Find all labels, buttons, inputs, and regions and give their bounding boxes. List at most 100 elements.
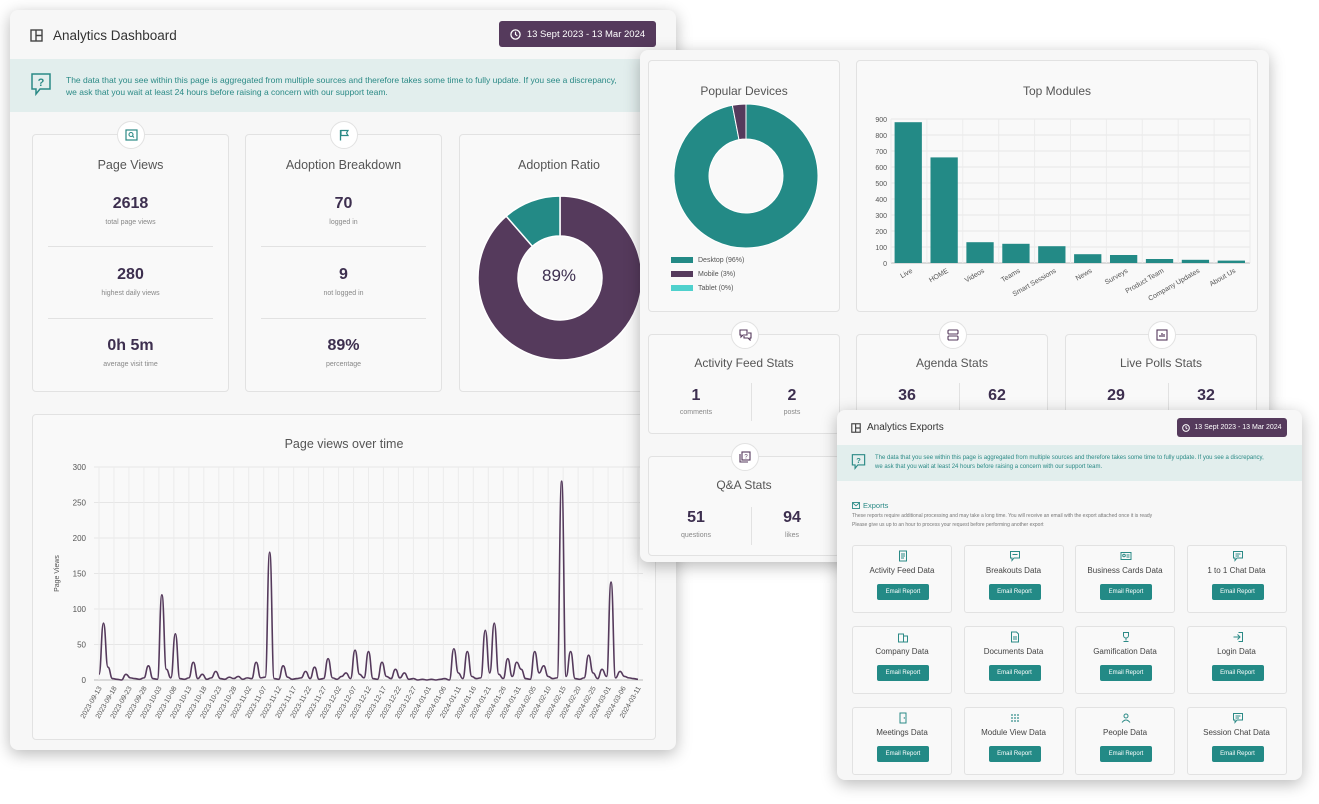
- card-title: Page Views: [97, 158, 164, 172]
- y-tick-label: 200: [875, 229, 887, 236]
- svg-text:?: ?: [38, 77, 45, 89]
- legend-item-desktop: Desktop (96%): [671, 253, 744, 267]
- email-report-button[interactable]: Email Report: [988, 584, 1041, 600]
- export-card-business-cards-data: Business Cards Data Email Report: [1075, 545, 1175, 613]
- card-title: Adoption Breakdown: [285, 158, 402, 172]
- devices-legend: Desktop (96%) Mobile (3%) Tablet (0%): [671, 253, 744, 295]
- exports-section-title: Exports: [863, 501, 889, 510]
- x-tick-label: Live: [899, 268, 914, 281]
- poll-chart-icon: [1156, 329, 1168, 341]
- adoption-ratio-donut: [477, 195, 643, 361]
- exports-date-range-button[interactable]: 13 Sept 2023 - 13 Mar 2024: [1177, 418, 1287, 437]
- exports-notice-bar: ? The data that you see within this page…: [837, 445, 1302, 481]
- bar-company-updates: [1181, 259, 1210, 263]
- people-icon: [1121, 713, 1131, 723]
- y-tick-label: 250: [73, 499, 87, 508]
- exports-title: Analytics Exports: [867, 422, 944, 433]
- stat-label: likes: [784, 532, 799, 539]
- email-report-button[interactable]: Email Report: [1100, 746, 1152, 762]
- card-title: Adoption Ratio: [517, 158, 600, 172]
- analytics-dashboard-panel: Analytics Dashboard 13 Sept 2023 - 13 Ma…: [10, 10, 676, 750]
- email-report-button[interactable]: Email Report: [1100, 665, 1152, 681]
- notice-text-line2: we ask that you wait at least 24 hours b…: [66, 87, 388, 97]
- stat-label: percentage: [325, 361, 362, 368]
- exports-description-line2: Please give us up to an hour to process …: [852, 522, 1044, 528]
- y-tick-label: 600: [875, 165, 887, 172]
- export-card-login-data: Login Data Email Report: [1186, 626, 1287, 694]
- export-card-breakouts-data: Breakouts Data Email Report: [963, 545, 1064, 613]
- x-tick-label: Surveys: [1104, 267, 1130, 286]
- trophy-icon: [1123, 632, 1129, 642]
- stat-value: 0h 5m: [107, 337, 154, 354]
- email-report-button[interactable]: Email Report: [1100, 584, 1152, 600]
- stat-value: 9: [339, 266, 348, 283]
- adoption-ratio-card: Adoption Ratio 89%: [459, 134, 659, 392]
- stat-value: 94: [783, 509, 801, 526]
- stat-value: 1: [691, 387, 701, 404]
- qa-stats-card: ? Q&A Stats 51 questions 94 likes: [648, 443, 840, 556]
- popular-devices-card: Popular Devices Desktop (96%) Mobile (3%…: [648, 60, 840, 312]
- legend-swatch: [671, 271, 693, 277]
- file-icon: [1010, 631, 1019, 643]
- legend-label: Tablet (0%): [698, 284, 734, 292]
- y-tick-label: 300: [73, 463, 87, 472]
- chat-bubbles-icon: [738, 329, 752, 341]
- bar-home: [930, 157, 958, 263]
- qa-badge: ?: [731, 443, 759, 471]
- bar-live: [894, 122, 922, 263]
- legend-label: Desktop (96%): [698, 256, 745, 264]
- stat-label: questions: [681, 532, 711, 539]
- stat-label: average visit time: [103, 361, 158, 368]
- date-range-button[interactable]: 13 Sept 2023 - 13 Mar 2024: [499, 21, 656, 47]
- bar-news: [1074, 254, 1102, 263]
- svg-text:?: ?: [856, 456, 861, 465]
- bar-smart-sessions: [1038, 246, 1066, 263]
- legend-swatch: [671, 285, 693, 291]
- page-views-badge: [117, 121, 145, 149]
- grid-icon: [1010, 714, 1019, 722]
- page-title: Analytics Dashboard: [53, 28, 177, 43]
- legend-item-mobile: Mobile (3%): [671, 267, 744, 281]
- divider: [48, 318, 213, 319]
- stat-value: 89%: [327, 337, 360, 354]
- email-report-button[interactable]: Email Report: [1211, 746, 1264, 762]
- adoption-breakdown-badge: [330, 121, 358, 149]
- donut-slice-not-logged-in: [505, 195, 561, 248]
- export-label: Gamification Data: [1093, 647, 1157, 656]
- series-line: [98, 480, 639, 681]
- email-report-button[interactable]: Email Report: [1211, 665, 1264, 681]
- export-label: Documents Data: [983, 647, 1044, 656]
- export-card-activity-feed-data: Activity Feed Data Email Report: [852, 545, 952, 613]
- document-icon: [899, 550, 907, 562]
- x-tick-label: News: [1075, 267, 1094, 282]
- analytics-exports-panel: Analytics Exports 13 Sept 2023 - 13 Mar …: [837, 410, 1302, 780]
- email-report-button[interactable]: Email Report: [988, 746, 1041, 762]
- message-icon: [1232, 551, 1243, 562]
- card-title: Q&A Stats: [716, 478, 772, 492]
- notice-text-line1: The data that you see within this page i…: [66, 75, 617, 85]
- door-icon: [899, 712, 907, 724]
- export-card-company-data: Company Data Email Report: [852, 626, 952, 694]
- y-tick-label: 500: [875, 181, 887, 188]
- email-report-button[interactable]: Email Report: [877, 665, 929, 681]
- y-tick-label: 50: [77, 641, 86, 650]
- y-tick-label: 150: [73, 570, 87, 579]
- divider: [751, 507, 752, 545]
- legend-swatch: [671, 257, 693, 263]
- export-label: Activity Feed Data: [869, 566, 935, 575]
- stat-value: 2: [787, 387, 797, 404]
- email-report-button[interactable]: Email Report: [988, 665, 1041, 681]
- card-title: Agenda Stats: [915, 356, 989, 370]
- notice-text-line1: The data that you see within this page i…: [875, 455, 1264, 461]
- flag-icon: [339, 129, 350, 141]
- email-report-button[interactable]: Email Report: [877, 746, 929, 762]
- email-report-button[interactable]: Email Report: [1211, 584, 1264, 600]
- agenda-list-icon: [947, 329, 959, 341]
- x-tick-label: About Us: [1209, 267, 1238, 288]
- divider: [261, 318, 426, 319]
- activity-feed-badge: [731, 321, 759, 349]
- export-card-people-data: People Data Email Report: [1075, 707, 1175, 775]
- email-report-button[interactable]: Email Report: [877, 584, 929, 600]
- export-label: People Data: [1102, 728, 1148, 737]
